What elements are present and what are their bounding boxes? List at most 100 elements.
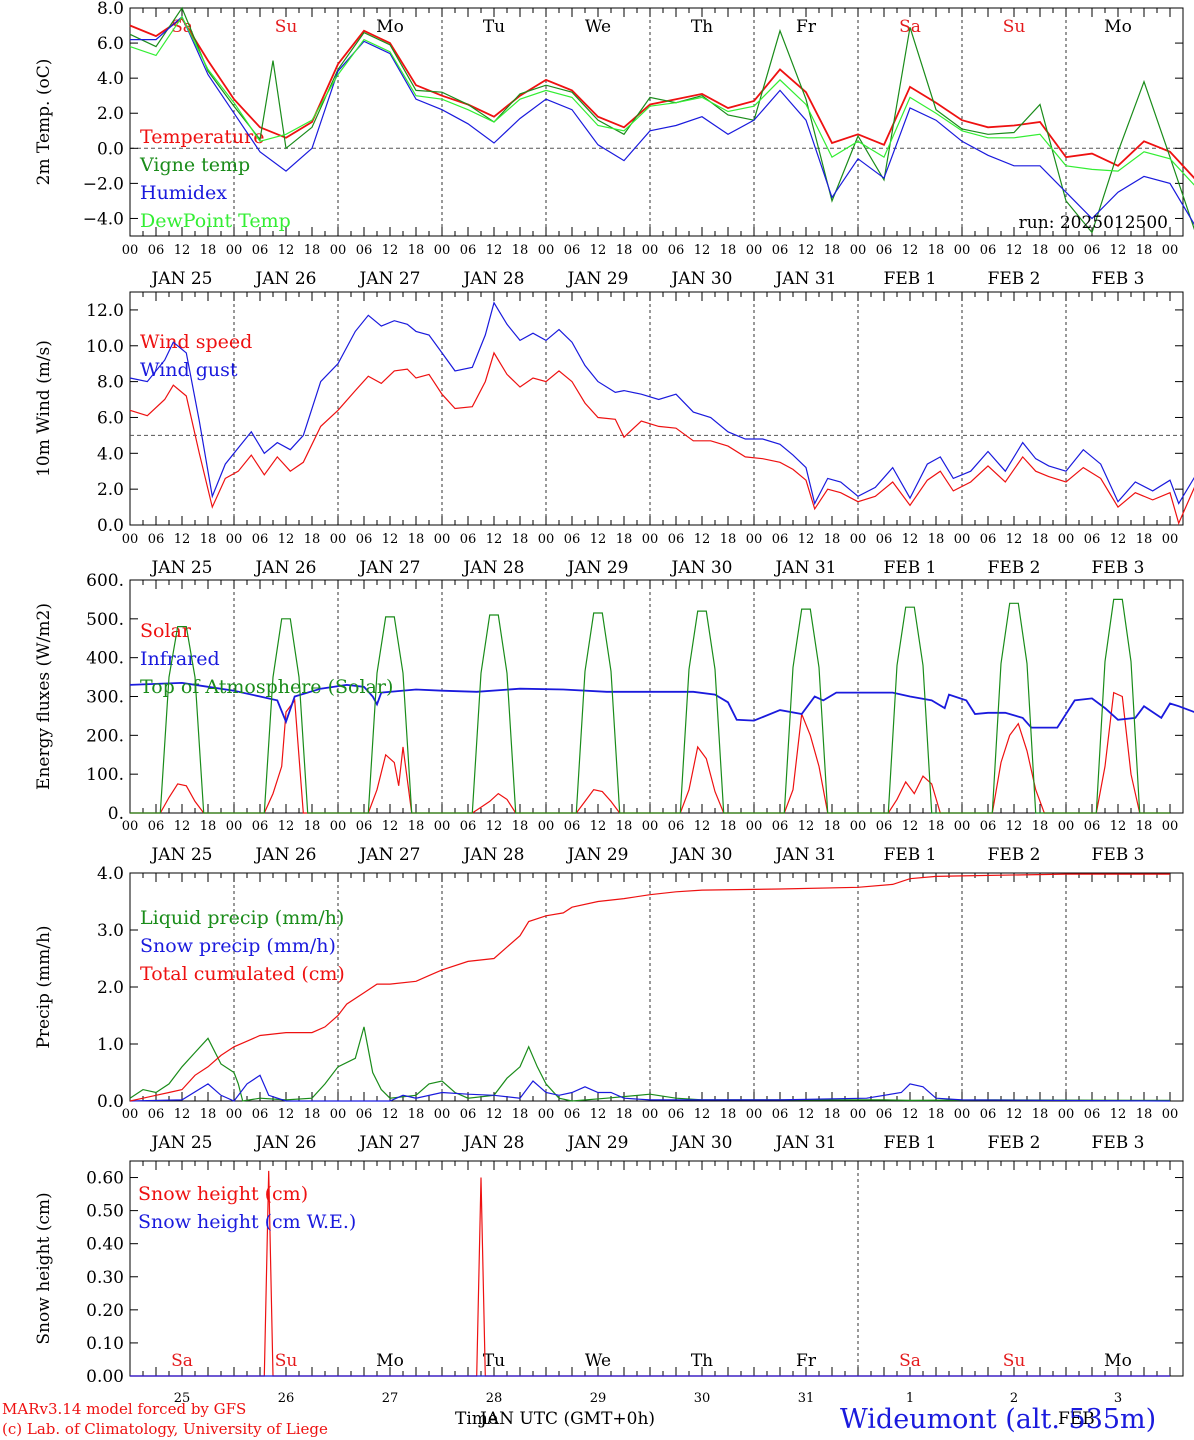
panel-3: 600. 500. 400. 300. 200. 100. 0. Energy fluxes … <box>34 571 1194 865</box>
hour-label: 12 <box>590 1107 607 1122</box>
hour-label: 06 <box>980 1107 997 1122</box>
day-label: JAN 30 <box>669 845 732 865</box>
series-line <box>129 1074 1171 1102</box>
hour-label: 18 <box>720 243 737 258</box>
day-label: JAN 26 <box>253 845 316 865</box>
weekday-label: Tu <box>483 1351 505 1371</box>
hour-label: 00 <box>122 243 139 258</box>
hour-label: 00 <box>954 243 971 258</box>
hour-label: 06 <box>564 819 581 834</box>
y-tick-label: 0.20 <box>86 1301 124 1321</box>
weekday-label: We <box>585 1351 611 1371</box>
hour-label: 18 <box>408 1107 425 1122</box>
hour-label: 06 <box>772 1107 789 1122</box>
hour-label: 12 <box>174 243 191 258</box>
hour-label: 12 <box>798 1107 815 1122</box>
panel-1: 8.0 6.0 4.0 2.0 0.0 −2.0 −4.0 2m Temp. (oC) 00 06… <box>34 0 1194 289</box>
weekday-label: Su <box>275 1351 298 1371</box>
y-tick-label: 400. <box>86 649 124 669</box>
weekday-label: Fr <box>796 17 817 37</box>
day-number: 26 <box>278 1391 295 1406</box>
day-number: 3 <box>1114 1391 1122 1406</box>
hour-label: 00 <box>330 243 347 258</box>
hour-label: 00 <box>954 532 971 547</box>
hour-label: 00 <box>1162 532 1179 547</box>
weekday-label: Mo <box>1104 1351 1132 1371</box>
y-axis-label: Energy fluxes (W/m2) <box>34 603 54 790</box>
hour-label: 00 <box>434 1107 451 1122</box>
y-axis-label: 10m Wind (m/s) <box>34 340 54 477</box>
hour-label: 00 <box>746 243 763 258</box>
hour-label: 18 <box>304 819 321 834</box>
hour-label: 06 <box>876 243 893 258</box>
hour-label: 18 <box>824 532 841 547</box>
day-label: JAN 31 <box>773 1133 836 1153</box>
hour-label: 06 <box>772 819 789 834</box>
hour-label: 06 <box>356 532 373 547</box>
series-line <box>129 1026 1171 1102</box>
y-tick-label: 0.50 <box>86 1202 124 1222</box>
legend-entry: Liquid precip (mm/h) <box>140 907 344 929</box>
hour-label: 18 <box>616 243 633 258</box>
hour-label: 06 <box>252 819 269 834</box>
footer-time-label: Time <box>455 1409 498 1429</box>
hour-label: 18 <box>1136 1107 1153 1122</box>
panel-2: 12.0 10.0 8.0 6.0 4.0 2.0 0.0 10m Wind (m/s) 00 0… <box>34 291 1194 578</box>
hour-label: 12 <box>1110 532 1127 547</box>
series-line <box>129 873 1170 1102</box>
hour-label: 06 <box>980 819 997 834</box>
weekday-label: Th <box>691 1351 713 1371</box>
day-number: 27 <box>382 1391 399 1406</box>
y-tick-label: 4.0 <box>97 69 124 89</box>
hour-label: 00 <box>226 532 243 547</box>
day-label: JAN 26 <box>253 1133 316 1153</box>
day-label: JAN 28 <box>461 558 524 578</box>
y-tick-label: 0.60 <box>86 1169 124 1189</box>
hour-label: 06 <box>772 243 789 258</box>
series-line <box>129 351 1194 525</box>
y-tick-label: 0.00 <box>86 1367 124 1387</box>
legend-entry: Humidex <box>140 182 227 204</box>
hour-label: 18 <box>512 243 529 258</box>
hour-label: 18 <box>1032 1107 1049 1122</box>
hour-label: 12 <box>278 1107 295 1122</box>
legend-entry: Solar <box>140 620 192 642</box>
y-tick-label: 0.0 <box>97 139 124 159</box>
day-label: JAN 25 <box>149 845 212 865</box>
day-label: JAN 30 <box>669 1133 732 1153</box>
hour-label: 06 <box>1084 532 1101 547</box>
hour-label: 12 <box>382 243 399 258</box>
hour-label: 18 <box>1136 819 1153 834</box>
day-label: FEB 2 <box>988 269 1041 289</box>
hour-label: 06 <box>148 1107 165 1122</box>
hour-label: 12 <box>694 819 711 834</box>
hour-label: 00 <box>1058 819 1075 834</box>
y-tick-label: 1.0 <box>97 1035 124 1055</box>
day-label: JAN 25 <box>149 269 212 289</box>
hour-label: 12 <box>694 243 711 258</box>
hour-label: 12 <box>1006 1107 1023 1122</box>
hour-label: 00 <box>122 532 139 547</box>
hour-label: 12 <box>1006 819 1023 834</box>
legend-entry: Snow precip (mm/h) <box>140 935 336 957</box>
hour-label: 18 <box>824 819 841 834</box>
hour-label: 12 <box>1006 532 1023 547</box>
day-label: JAN 29 <box>565 269 628 289</box>
footer-model: MARv3.14 model forced by GFS <box>2 1400 246 1418</box>
hour-label: 00 <box>122 1107 139 1122</box>
day-number: 31 <box>798 1391 815 1406</box>
y-tick-label: 0. <box>108 804 124 824</box>
day-number: 2 <box>1010 1391 1018 1406</box>
hour-label: 00 <box>1058 532 1075 547</box>
hour-label: 06 <box>668 819 685 834</box>
hour-label: 06 <box>564 1107 581 1122</box>
hour-label: 12 <box>174 532 191 547</box>
series-line <box>130 598 1170 814</box>
hour-label: 12 <box>382 819 399 834</box>
y-tick-label: 3.0 <box>97 921 124 941</box>
day-label: FEB 3 <box>1092 845 1145 865</box>
hour-label: 18 <box>720 1107 737 1122</box>
hour-label: 06 <box>460 532 477 547</box>
hour-label: 18 <box>824 243 841 258</box>
day-label: JAN 27 <box>357 269 420 289</box>
